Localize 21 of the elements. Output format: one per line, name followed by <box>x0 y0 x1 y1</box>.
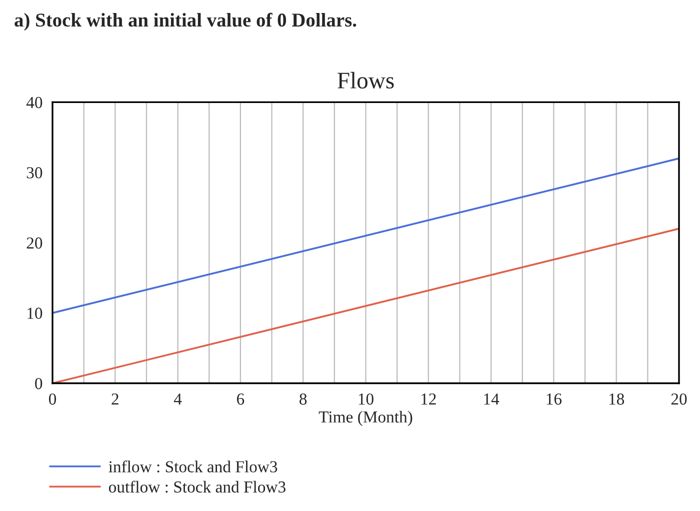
x-tick-label: 18 <box>609 393 624 405</box>
x-tick-label: 4 <box>174 394 182 405</box>
x-tick-label: 14 <box>484 394 500 405</box>
x-tick-label: 10 <box>358 393 374 405</box>
y-tick-label: 0 <box>35 378 42 390</box>
x-tick-label: 16 <box>546 394 562 405</box>
x-tick-label: 2 <box>112 394 118 405</box>
chart-title: Flows <box>338 72 394 89</box>
text: a) Stock with an initial value of 0 Dollars. <box>14 12 356 31</box>
y-tick-label: 10 <box>28 308 42 319</box>
x-tick-label: 20 <box>671 393 687 405</box>
x-tick-label: 6 <box>237 394 244 405</box>
legend-label: outflow : Stock and Flow3 <box>108 480 286 493</box>
x-tick-label: 12 <box>422 394 436 405</box>
y-tick-label: 30 <box>26 167 42 178</box>
y-tick-label: 20 <box>26 237 42 249</box>
x-axis-title: Time (Month) <box>318 410 412 426</box>
x-tick-label: 0 <box>48 393 56 405</box>
y-tick-label: 40 <box>26 96 42 108</box>
x-tick-label: 8 <box>300 393 307 405</box>
legend-label: inflow : Stock and Flow3 <box>108 460 278 472</box>
